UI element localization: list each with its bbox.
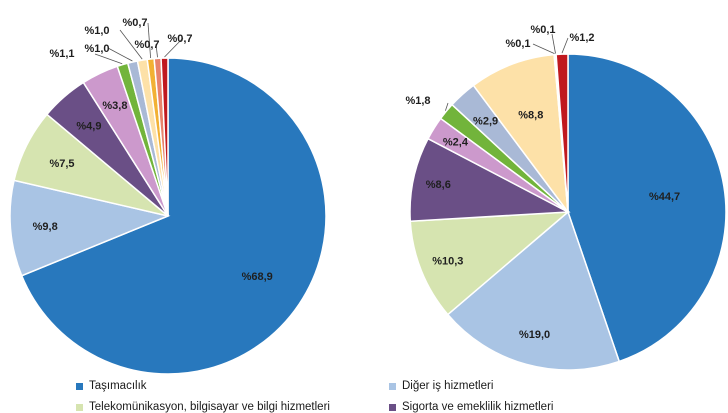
leader-line bbox=[155, 43, 158, 58]
leader-line bbox=[445, 102, 449, 111]
slice-label: %0,7 bbox=[134, 39, 159, 51]
leader-line bbox=[94, 53, 123, 65]
slice-label: %4,9 bbox=[76, 121, 101, 133]
slice-label: %2,9 bbox=[473, 115, 498, 127]
slice-label: %3,8 bbox=[102, 100, 127, 112]
pie-slice bbox=[472, 53, 569, 215]
legend: Taşımacılık Diğer iş hizmetleri Telekomü… bbox=[0, 372, 728, 413]
pie-slice bbox=[20, 57, 327, 375]
slice-label: %10,3 bbox=[432, 255, 463, 267]
slice-label: %1,0 bbox=[84, 43, 109, 55]
leader-line bbox=[107, 47, 133, 62]
pie-slice bbox=[9, 179, 171, 277]
leader-line bbox=[532, 43, 555, 54]
leader-line bbox=[561, 37, 569, 54]
pie-chart-left: %68,9 %9,8 %7,5 %4,9%3,8 %1,1 %1,0 %1,0 %0,7 %0,… bbox=[9, 17, 327, 375]
legend-item-tasimacilik: Taşımacılık bbox=[76, 380, 147, 392]
pie-slice bbox=[567, 53, 727, 363]
slice-label: %7,5 bbox=[49, 158, 74, 170]
legend-label: Taşımacılık bbox=[89, 380, 147, 392]
slice-label: %1,8 bbox=[405, 95, 430, 107]
pie-slice bbox=[446, 210, 621, 371]
pie-slice bbox=[555, 53, 569, 213]
legend-item-sigorta: Sigorta ve emeklilik hizmetleri bbox=[389, 401, 553, 413]
slice-label: %8,6 bbox=[426, 179, 451, 191]
legend-label: Sigorta ve emeklilik hizmetleri bbox=[402, 401, 554, 413]
leader-line bbox=[164, 37, 184, 58]
legend-item-diger-is-hizmetleri: Diğer iş hizmetleri bbox=[389, 380, 493, 392]
slice-label: %0,1 bbox=[505, 38, 530, 50]
slice-label: %68,9 bbox=[242, 271, 273, 283]
legend-swatch bbox=[389, 403, 396, 411]
slice-label: %1,0 bbox=[84, 25, 109, 37]
slice-label: %19,0 bbox=[519, 329, 550, 341]
legend-swatch bbox=[76, 382, 83, 390]
slice-label: %1,1 bbox=[49, 48, 74, 60]
slice-label: %0,1 bbox=[530, 24, 555, 36]
leader-line bbox=[551, 33, 556, 54]
legend-swatch bbox=[389, 382, 396, 390]
slice-label: %0,7 bbox=[167, 33, 192, 45]
leader-line bbox=[119, 29, 143, 60]
slice-label: %9,8 bbox=[33, 221, 58, 233]
legend-swatch bbox=[76, 403, 83, 411]
pie-slice bbox=[160, 57, 169, 217]
pie-slice bbox=[409, 211, 571, 316]
slice-label: %0,7 bbox=[122, 17, 147, 29]
slice-label: %2,4 bbox=[443, 137, 469, 149]
legend-label: Telekomünikasyon, bilgisayar ve bilgi hi… bbox=[89, 401, 330, 413]
leader-line bbox=[147, 22, 151, 59]
pie-slice bbox=[409, 137, 571, 222]
pie-chart-right: %44,7 %19,0 %10,3 %8,6 %2,4 %1,8 %2,9 %8,8 %0,1%… bbox=[405, 24, 727, 371]
slice-label: %8,8 bbox=[518, 110, 543, 122]
slice-label: %44,7 bbox=[649, 191, 680, 203]
slice-label: %1,2 bbox=[569, 32, 594, 44]
legend-item-telekomunikasyon: Telekomünikasyon, bilgisayar ve bilgi hi… bbox=[76, 401, 330, 413]
legend-label: Diğer iş hizmetleri bbox=[402, 380, 494, 392]
